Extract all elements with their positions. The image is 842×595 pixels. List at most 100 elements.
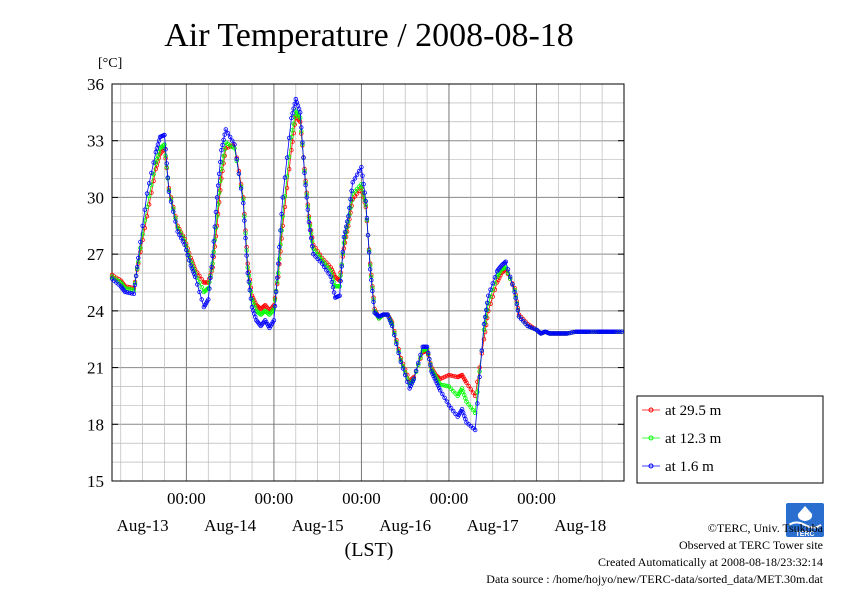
data-point	[354, 172, 360, 177]
legend: at 29.5 m at 12.3 m at 1.6 m	[636, 395, 824, 484]
data-point	[317, 259, 323, 264]
data-point	[138, 239, 143, 245]
data-point	[468, 405, 473, 410]
data-point	[149, 170, 154, 176]
data-point	[227, 134, 233, 140]
data-point	[331, 272, 337, 277]
droplet-icon	[797, 506, 813, 521]
data-point	[403, 372, 408, 378]
data-point	[311, 251, 316, 257]
data-point	[302, 170, 307, 176]
data-point	[339, 264, 344, 269]
data-point	[305, 207, 310, 212]
x-tick-label-time: 00:00	[342, 489, 381, 508]
data-point	[357, 168, 362, 174]
data-point	[136, 255, 141, 261]
data-point	[444, 373, 449, 379]
x-tick-label-date: Aug-17	[467, 516, 519, 535]
data-point	[503, 259, 508, 264]
data-point	[615, 329, 620, 334]
data-point	[525, 323, 530, 329]
data-point	[195, 282, 200, 287]
data-point	[140, 223, 145, 228]
data-point	[342, 229, 348, 235]
data-point	[400, 366, 406, 371]
data-point	[247, 287, 252, 293]
data-point	[211, 249, 216, 254]
chart-title: Air Temperature / 2008-08-18	[164, 17, 574, 54]
data-point	[492, 275, 498, 280]
data-point	[523, 321, 528, 326]
data-point	[442, 374, 447, 380]
data-point	[146, 193, 152, 199]
data-point	[290, 128, 295, 133]
x-tick-label-time: 00:00	[430, 489, 469, 508]
data-point	[482, 320, 488, 326]
series-2	[109, 96, 624, 433]
logo-text: TERC	[795, 531, 814, 538]
data-point	[315, 251, 320, 257]
data-point	[362, 190, 367, 195]
data-point	[313, 249, 318, 254]
data-point	[331, 290, 337, 295]
data-point	[488, 294, 493, 299]
data-point	[129, 291, 134, 296]
y-tick-label: 15	[87, 472, 104, 491]
data-point	[440, 375, 445, 381]
data-point	[330, 285, 336, 290]
data-point	[319, 261, 325, 266]
data-point	[434, 381, 440, 386]
data-point	[350, 180, 355, 185]
data-point	[363, 198, 368, 204]
data-point	[138, 245, 143, 251]
data-point	[191, 271, 197, 277]
data-point	[329, 279, 335, 285]
data-point	[219, 176, 224, 181]
legend-label: at 1.6 m	[665, 459, 714, 475]
data-point	[486, 293, 491, 298]
data-point	[215, 183, 221, 188]
y-tick-label: 24	[87, 302, 105, 321]
data-point	[464, 380, 469, 385]
data-point	[266, 311, 271, 316]
data-point	[282, 175, 288, 180]
data-point	[298, 110, 303, 115]
data-point	[432, 376, 437, 381]
data-point	[591, 329, 596, 334]
data-point	[416, 360, 421, 365]
data-point	[448, 386, 454, 391]
data-point	[515, 308, 521, 313]
data-point	[153, 166, 158, 172]
data-point	[272, 303, 278, 309]
wave-icon	[788, 521, 822, 529]
data-point	[438, 388, 443, 393]
data-point	[236, 171, 242, 176]
data-point	[512, 289, 517, 295]
data-point	[446, 403, 452, 408]
data-point	[238, 186, 244, 191]
data-point	[435, 383, 441, 388]
data-point	[307, 227, 313, 233]
data-point	[211, 239, 216, 244]
data-point	[154, 157, 160, 162]
data-point	[199, 277, 204, 282]
data-point	[371, 299, 376, 305]
data-point	[364, 215, 370, 221]
data-point	[444, 383, 449, 389]
data-point	[343, 224, 349, 229]
data-point	[427, 356, 432, 362]
data-point	[502, 260, 507, 265]
data-point	[291, 106, 296, 111]
data-point	[223, 146, 228, 151]
data-point	[479, 348, 484, 353]
data-point	[156, 149, 162, 155]
data-point	[278, 228, 283, 233]
grid	[112, 84, 624, 481]
footer-copyright: ©TERC, Univ. Tsukuba	[708, 521, 824, 535]
data-point	[337, 293, 342, 298]
data-point	[473, 427, 478, 433]
data-point	[429, 369, 434, 374]
data-point	[244, 253, 249, 258]
data-point	[246, 279, 251, 284]
